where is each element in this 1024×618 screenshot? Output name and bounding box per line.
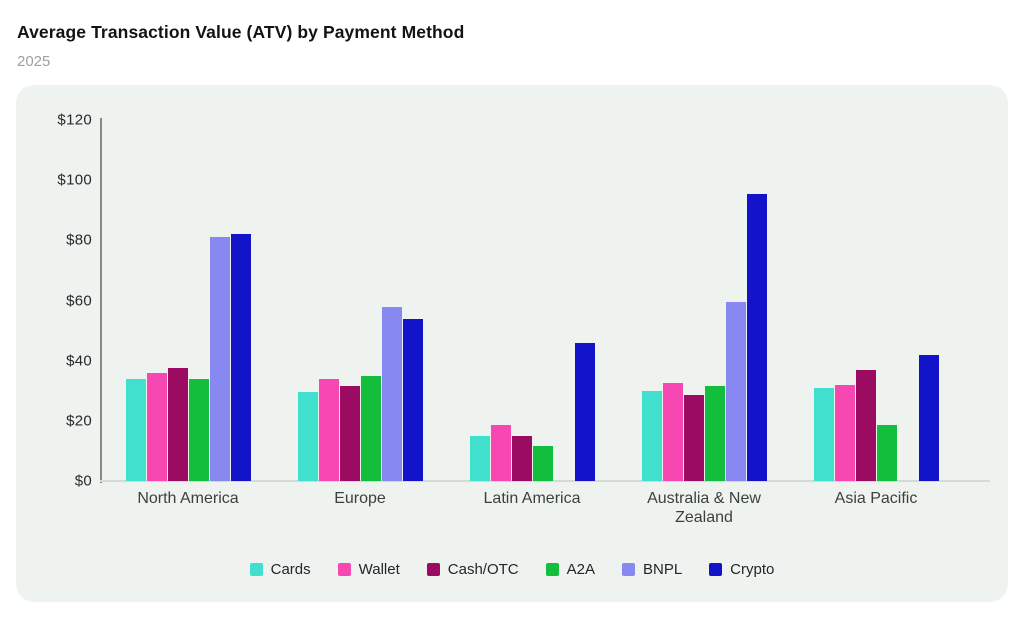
- legend-label: Cards: [270, 561, 311, 578]
- bar-cash-otc-latin-america: [511, 435, 532, 481]
- bar-a2a-europe: [360, 375, 381, 481]
- legend-item-wallet: Wallet: [337, 561, 400, 578]
- legend-label: BNPL: [642, 561, 683, 578]
- legend-label: Cash/OTC: [447, 561, 519, 578]
- legend-swatch-a2a: [545, 563, 559, 576]
- bar-group-north-america: [102, 120, 274, 481]
- chart-legend: Cards Wallet Cash/OTC A2A BNPL Crypto: [16, 561, 1008, 578]
- chart-subtitle: 2025: [17, 53, 51, 70]
- y-tick-label: $100: [57, 171, 92, 189]
- bar-cash-otc-asia-pacific: [855, 369, 876, 481]
- category-label-north-america: North America: [137, 490, 239, 507]
- x-axis-line: [100, 480, 990, 482]
- legend-swatch-wallet: [337, 563, 351, 576]
- y-tick-label: $80: [66, 231, 92, 249]
- bar-crypto-latin-america: [574, 342, 595, 481]
- y-tick-label: $120: [57, 111, 92, 129]
- bar-crypto-australia-new-zealand: [746, 193, 767, 481]
- y-axis: $0 $20 $40 $60 $80 $100 $120: [16, 112, 92, 490]
- bar-wallet-north-america: [146, 372, 167, 481]
- bar-cards-north-america: [125, 378, 146, 481]
- category-label-australia-new-zealand: Australia & New Zealand: [647, 490, 761, 526]
- legend-swatch-bnpl: [621, 563, 635, 576]
- legend-swatch-crypto: [709, 563, 723, 576]
- bar-a2a-latin-america: [532, 446, 553, 481]
- bar-chart-plot-area: [102, 120, 962, 481]
- y-tick-label: $40: [66, 352, 92, 370]
- bar-cards-australia-new-zealand: [641, 390, 662, 481]
- legend-item-cards: Cards: [249, 561, 311, 578]
- bar-cash-otc-north-america: [167, 368, 188, 481]
- legend-item-crypto: Crypto: [709, 561, 774, 578]
- bar-a2a-australia-new-zealand: [704, 386, 725, 481]
- bar-group-latin-america: [446, 120, 618, 481]
- bar-group-europe: [274, 120, 446, 481]
- bar-wallet-latin-america: [490, 425, 511, 481]
- bar-cards-europe: [297, 392, 318, 481]
- category-label-asia-pacific: Asia Pacific: [834, 490, 918, 507]
- bar-crypto-north-america: [230, 234, 251, 481]
- y-tick-label: $0: [74, 472, 92, 490]
- chart-title: Average Transaction Value (ATV) by Payme…: [17, 22, 465, 42]
- bar-wallet-australia-new-zealand: [662, 383, 683, 481]
- y-axis-line: [100, 118, 102, 483]
- legend-swatch-cards: [249, 563, 263, 576]
- legend-label: A2A: [566, 561, 595, 578]
- bar-bnpl-north-america: [209, 237, 230, 481]
- legend-item-a2a: A2A: [545, 561, 595, 578]
- x-axis-category-labels: North America Europe Latin America Australi…: [102, 489, 962, 527]
- legend-label: Wallet: [358, 561, 400, 578]
- legend-item-cash-otc: Cash/OTC: [426, 561, 519, 578]
- category-label-europe: Europe: [334, 490, 386, 507]
- bar-a2a-north-america: [188, 378, 209, 481]
- legend-item-bnpl: BNPL: [621, 561, 683, 578]
- bar-cash-otc-australia-new-zealand: [683, 395, 704, 481]
- y-tick-label: $60: [66, 292, 92, 309]
- legend-swatch-cash-otc: [426, 563, 440, 576]
- legend-label: Crypto: [730, 561, 775, 578]
- chart-header: Average Transaction Value (ATV) by Payme…: [17, 22, 464, 70]
- bar-cards-asia-pacific: [813, 387, 834, 481]
- bar-wallet-asia-pacific: [834, 384, 855, 481]
- y-tick-label: $20: [66, 412, 92, 430]
- bar-bnpl-australia-new-zealand: [725, 302, 746, 481]
- bar-crypto-europe: [402, 318, 423, 481]
- bar-a2a-asia-pacific: [876, 425, 897, 481]
- bar-wallet-europe: [318, 378, 339, 481]
- chart-card: $0 $20 $40 $60 $80 $100 $120 North America Euro…: [16, 85, 1008, 602]
- bar-bnpl-europe: [381, 306, 402, 481]
- bar-group-asia-pacific: [790, 120, 962, 481]
- category-label-latin-america: Latin America: [483, 490, 581, 507]
- bar-group-australia-new-zealand: [618, 120, 790, 481]
- bar-cards-latin-america: [469, 435, 490, 481]
- bar-crypto-asia-pacific: [918, 354, 939, 481]
- bar-cash-otc-europe: [339, 386, 360, 481]
